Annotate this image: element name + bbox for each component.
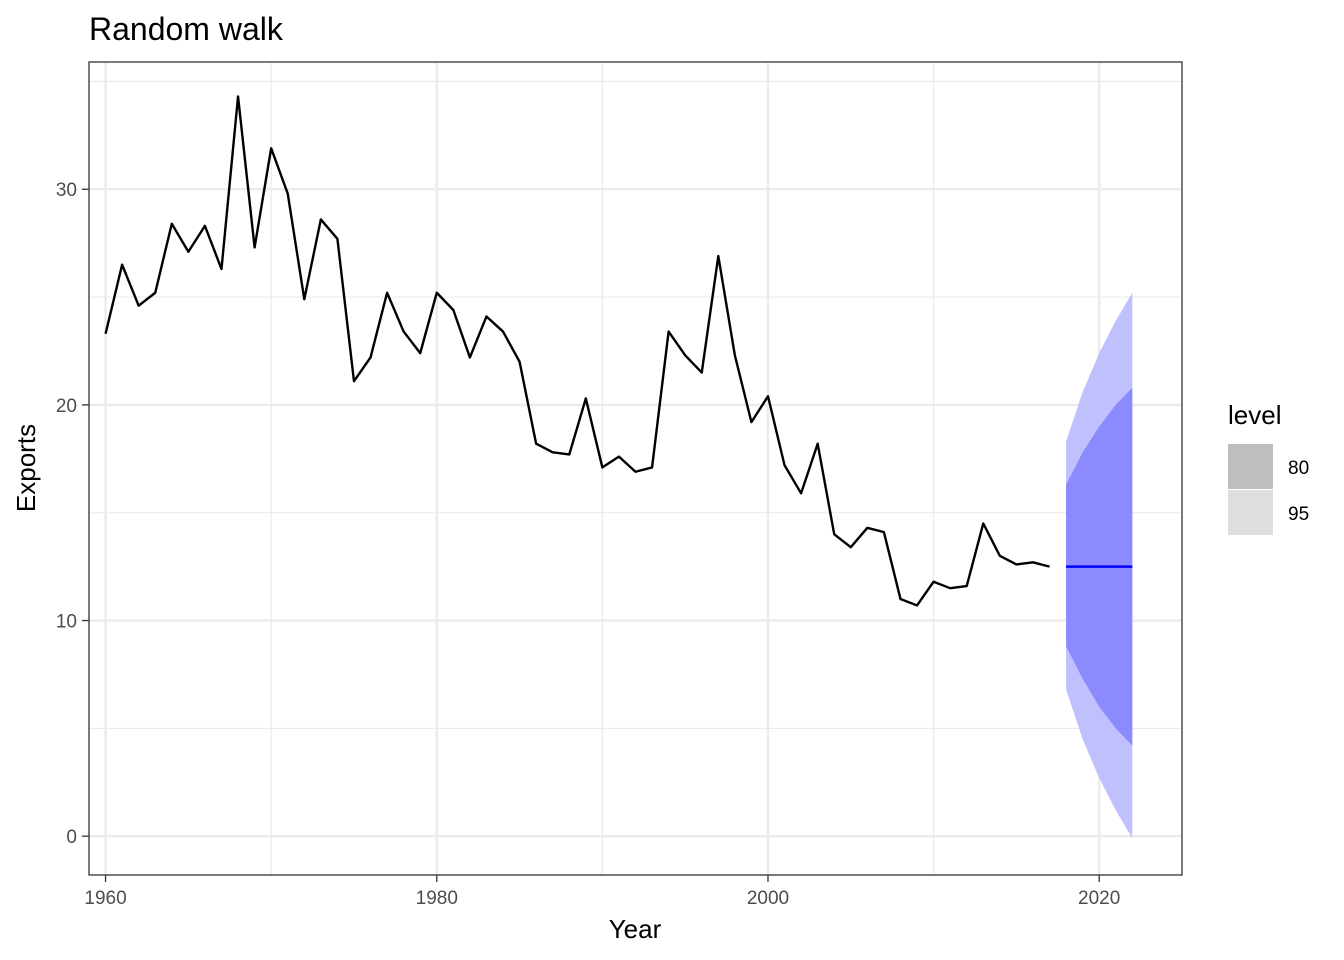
y-axis-title: Exports (11, 424, 41, 512)
y-tick-label: 20 (56, 396, 77, 417)
x-tick-label: 2020 (1078, 888, 1120, 909)
plot-border (88, 61, 1183, 876)
chart-title: Random walk (89, 11, 284, 47)
legend-key-80 (1228, 444, 1273, 489)
legend-title: level (1228, 400, 1281, 430)
x-tick-label: 1980 (416, 888, 458, 909)
x-axis: 1960 1980 2000 2020 (84, 875, 1120, 909)
y-axis: 0 10 20 30 (56, 180, 89, 848)
legend-key-95 (1228, 490, 1273, 535)
legend-label-80: 80 (1288, 458, 1309, 479)
legend: level 80 95 (1228, 400, 1309, 535)
y-tick-label: 0 (66, 827, 77, 848)
series-lines (104, 95, 1133, 607)
major-gridlines (89, 62, 1182, 875)
plot-panel (89, 62, 1182, 875)
minor-gridlines (89, 62, 1182, 875)
x-axis-title: Year (609, 914, 662, 944)
x-tick-label: 2000 (747, 888, 789, 909)
y-tick-label: 30 (56, 180, 77, 201)
x-tick-label: 1960 (84, 888, 126, 909)
y-tick-label: 10 (56, 612, 77, 633)
exports-line (104, 95, 1050, 607)
legend-label-95: 95 (1288, 504, 1309, 525)
